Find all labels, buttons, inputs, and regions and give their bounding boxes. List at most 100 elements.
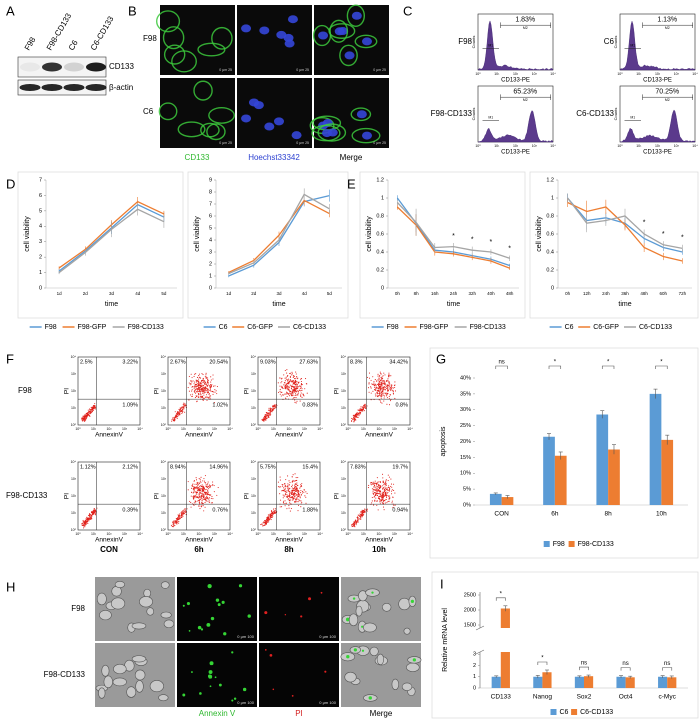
significance: * xyxy=(607,360,610,366)
cell-dot xyxy=(94,514,97,516)
dot-cloud xyxy=(81,403,97,423)
cell-dot xyxy=(370,399,372,401)
cell-dot xyxy=(206,494,208,496)
cell-dot xyxy=(294,501,296,503)
cell-dot xyxy=(172,523,175,525)
micrograph xyxy=(237,5,312,75)
cell-dot xyxy=(281,385,283,387)
cell-dot xyxy=(294,485,296,488)
significance: * xyxy=(541,656,544,662)
cell-dot xyxy=(207,391,209,393)
x-tick-label: 16h xyxy=(431,291,439,296)
cell-outline xyxy=(113,663,127,675)
cell-dot xyxy=(289,375,291,378)
annexin-signal xyxy=(191,671,193,673)
cell-dot xyxy=(351,525,353,528)
cell-dot xyxy=(381,391,383,393)
cell-dot xyxy=(82,415,84,417)
cell-dot xyxy=(288,389,291,391)
cell-dot xyxy=(303,491,305,493)
axis-label: PI xyxy=(64,388,71,394)
cell-dot xyxy=(207,380,209,383)
gated-percent: 65.23% xyxy=(513,88,537,95)
cell-dot xyxy=(177,412,179,414)
cell-dot xyxy=(384,393,386,395)
y-tick-label: 7 xyxy=(39,177,42,183)
cell-dot xyxy=(290,380,292,382)
cell-dot xyxy=(177,411,179,413)
cell-dot xyxy=(377,496,380,498)
cell-dot xyxy=(296,490,299,492)
quadrant-percent: 2.67% xyxy=(170,359,186,365)
tick-label: 10¹ xyxy=(341,511,347,515)
cell-dot xyxy=(379,496,381,498)
cell-dot xyxy=(383,383,385,385)
x-tick-label: 0h xyxy=(565,291,571,296)
cell-dot xyxy=(292,390,294,392)
cell-dot xyxy=(290,392,292,394)
cell-dot xyxy=(201,500,203,502)
annexin-signal xyxy=(207,583,212,589)
cell-dot xyxy=(288,395,290,397)
cell-dot xyxy=(377,482,379,484)
cell-dot xyxy=(294,386,296,388)
cell-dot xyxy=(357,416,359,418)
cell-dot xyxy=(194,500,196,502)
cell-dot xyxy=(202,498,204,500)
cell-dot xyxy=(191,393,193,395)
cell-dot xyxy=(91,407,93,409)
cell-dot xyxy=(282,484,284,486)
cell-dot xyxy=(282,387,284,390)
quadrant-percent: 1.12% xyxy=(80,464,96,470)
band-label: β-actin xyxy=(109,83,133,92)
annexin-signal xyxy=(207,674,212,678)
cell-dot xyxy=(368,484,370,487)
cell-dot xyxy=(375,384,377,386)
cell-membrane xyxy=(339,44,358,67)
cell-dot xyxy=(92,407,94,409)
x-tick-label: Nanog xyxy=(533,694,553,701)
cell-dot xyxy=(352,523,354,525)
cell-dot xyxy=(271,509,273,512)
cell-dot xyxy=(92,408,94,410)
cell-dot xyxy=(195,494,197,496)
cell-dot xyxy=(292,391,294,393)
cell-outline xyxy=(146,607,155,616)
cell-dot xyxy=(174,411,176,413)
cell-dot xyxy=(173,525,175,527)
cell-dot xyxy=(196,487,198,489)
cell-dot xyxy=(352,525,354,527)
significance: ns xyxy=(664,661,670,667)
cell-dot xyxy=(88,413,90,415)
cell-dot xyxy=(198,483,200,485)
cell-dot xyxy=(377,388,379,390)
cell-dot xyxy=(385,386,387,388)
cell-dot xyxy=(286,384,288,386)
cell-dot xyxy=(283,382,285,384)
cell-dot xyxy=(285,496,287,498)
cell-dot xyxy=(361,409,363,411)
cell-dot xyxy=(286,508,288,510)
cell-dot xyxy=(209,487,211,489)
cell-dot xyxy=(390,493,393,495)
cell-dot xyxy=(171,420,173,422)
cell-dot xyxy=(182,514,184,516)
cell-dot xyxy=(290,374,292,376)
cell-outline xyxy=(131,655,147,663)
cell-dot xyxy=(211,384,213,386)
cell-dot xyxy=(84,419,86,421)
cell-outline xyxy=(355,605,363,617)
annexin-signal xyxy=(346,655,350,659)
cell-dot xyxy=(263,524,265,526)
cell-dot xyxy=(379,481,381,484)
panel-label: G xyxy=(436,351,446,366)
cell-dot xyxy=(376,500,379,502)
cell-dot xyxy=(211,390,213,393)
cell-dot xyxy=(379,388,381,390)
cell-dot xyxy=(382,383,384,385)
cell-dot xyxy=(382,480,384,482)
cell-dot xyxy=(207,481,209,483)
tick-label: 10² xyxy=(251,389,257,393)
cell-dot xyxy=(188,382,190,384)
cell-dot xyxy=(173,420,175,422)
